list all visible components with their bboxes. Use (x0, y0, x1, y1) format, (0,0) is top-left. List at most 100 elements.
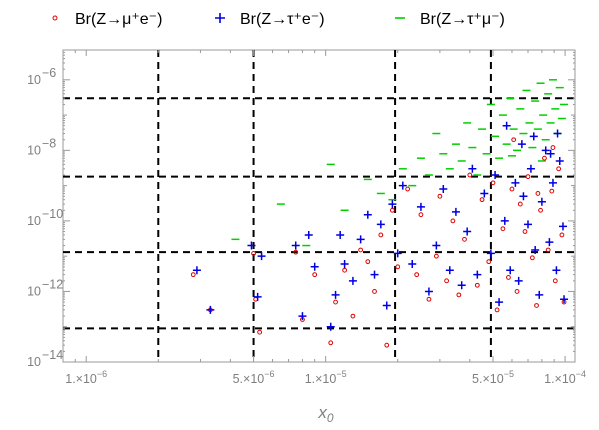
data-point-circle (542, 155, 547, 161)
data-point-circle (529, 255, 535, 261)
data-point-plus (500, 216, 509, 225)
data-point-plus (432, 241, 441, 250)
data-point-plus (370, 270, 379, 279)
data-point-plus (340, 260, 349, 269)
data-point-plus (526, 164, 535, 173)
data-point-plus (451, 207, 460, 216)
data-point-circle (342, 267, 348, 273)
data-point-circle (545, 247, 551, 253)
data-point-circle (552, 278, 558, 284)
data-point-plus (529, 132, 538, 141)
y-tick-label-exponent: −10 (42, 207, 63, 221)
data-point-circle (467, 172, 473, 178)
data-point-plus (473, 270, 482, 279)
data-point-plus (393, 249, 402, 258)
data-point-circle (328, 340, 334, 346)
data-point-plus (253, 292, 262, 301)
data-point-circle (490, 180, 496, 186)
y-tick-label-exponent: −14 (42, 348, 63, 362)
data-point-plus (502, 121, 511, 130)
data-point-circle (549, 188, 555, 194)
data-point-plus (336, 230, 345, 239)
data-point-plus (545, 238, 554, 247)
data-point-circle (190, 272, 196, 278)
data-point-plus (445, 266, 454, 275)
x-axis-ticks: 1.×10−6 5.×10−6 1.×10−5 5.×10−5 1.×10−4 (62, 50, 586, 386)
data-point-circle (494, 307, 500, 313)
data-point-plus (517, 140, 526, 149)
data-point-circle (372, 289, 377, 294)
data-point-plus (531, 245, 540, 254)
data-point-plus (457, 281, 466, 290)
data-point-plus (356, 235, 365, 244)
data-point-plus (398, 181, 407, 190)
data-point-circle (522, 229, 528, 234)
data-point-circle (534, 303, 539, 308)
data-point-circle (405, 186, 411, 192)
plot-frame (62, 49, 576, 363)
data-point-plus (363, 210, 372, 219)
data-point-circle (556, 166, 562, 172)
y-tick-label: 10 (27, 355, 41, 369)
data-point-plus (388, 200, 397, 209)
data-point-circle (456, 292, 462, 298)
series-dash (231, 79, 569, 247)
data-point-plus (546, 149, 555, 158)
data-point-circle (293, 249, 299, 255)
data-point-plus (326, 322, 335, 331)
x-axis-label: x0 (317, 403, 334, 425)
data-point-plus (541, 146, 550, 155)
x-tick-label: 1.×10−6 (65, 369, 107, 386)
x-tick-label: 1.×10−4 (544, 369, 586, 386)
series-circle (190, 137, 567, 348)
legend-marker-plus (215, 13, 225, 23)
data-point-circle (312, 272, 318, 278)
y-tick-label-exponent: −8 (42, 136, 56, 150)
data-point-plus (247, 241, 256, 250)
data-point-circle (414, 272, 420, 278)
data-point-circle (525, 174, 531, 180)
data-point-plus (506, 266, 515, 275)
data-point-plus (206, 305, 215, 314)
data-point-circle (486, 259, 492, 265)
legend-label: Br(Z→μ⁺e⁻) (75, 11, 162, 28)
data-point-plus (310, 262, 319, 271)
y-tick-label-exponent: −6 (42, 66, 56, 80)
data-point-circle (358, 247, 364, 253)
y-tick-label: 10 (27, 214, 41, 228)
y-tick-label-exponent: −12 (42, 277, 63, 291)
data-point-circle (535, 191, 541, 196)
data-point-circle (418, 212, 424, 218)
x-tick-label: 5.×10−5 (472, 369, 514, 386)
data-point-plus (348, 276, 357, 285)
data-point-circle (437, 193, 443, 199)
data-point-circle (389, 207, 395, 213)
data-point-circle (426, 296, 432, 302)
data-point-circle (444, 278, 450, 284)
data-point-circle (333, 299, 338, 305)
data-point-circle (550, 145, 556, 150)
legend-label: Br(Z→τ⁺μ⁻) (420, 11, 505, 28)
data-point-plus (491, 171, 500, 180)
data-point-circle (474, 282, 480, 288)
data-point-circle (450, 218, 456, 224)
data-point-circle (500, 226, 506, 232)
data-point-plus (439, 185, 448, 194)
data-point-circle (350, 313, 356, 319)
data-point-circle (365, 259, 371, 265)
data-marks (190, 79, 569, 348)
data-point-circle (517, 201, 523, 207)
y-tick-label: 10 (27, 143, 41, 157)
legend-marker-circle (52, 15, 58, 21)
data-point-circle (378, 232, 384, 238)
y-tick-label: 10 (27, 73, 41, 87)
data-point-plus (291, 241, 300, 250)
x-tick-label: 5.×10−6 (233, 369, 275, 386)
data-point-plus (486, 249, 495, 258)
series-plus (192, 121, 569, 331)
data-point-plus (560, 295, 569, 304)
data-point-plus (382, 301, 391, 310)
data-point-plus (553, 129, 562, 138)
